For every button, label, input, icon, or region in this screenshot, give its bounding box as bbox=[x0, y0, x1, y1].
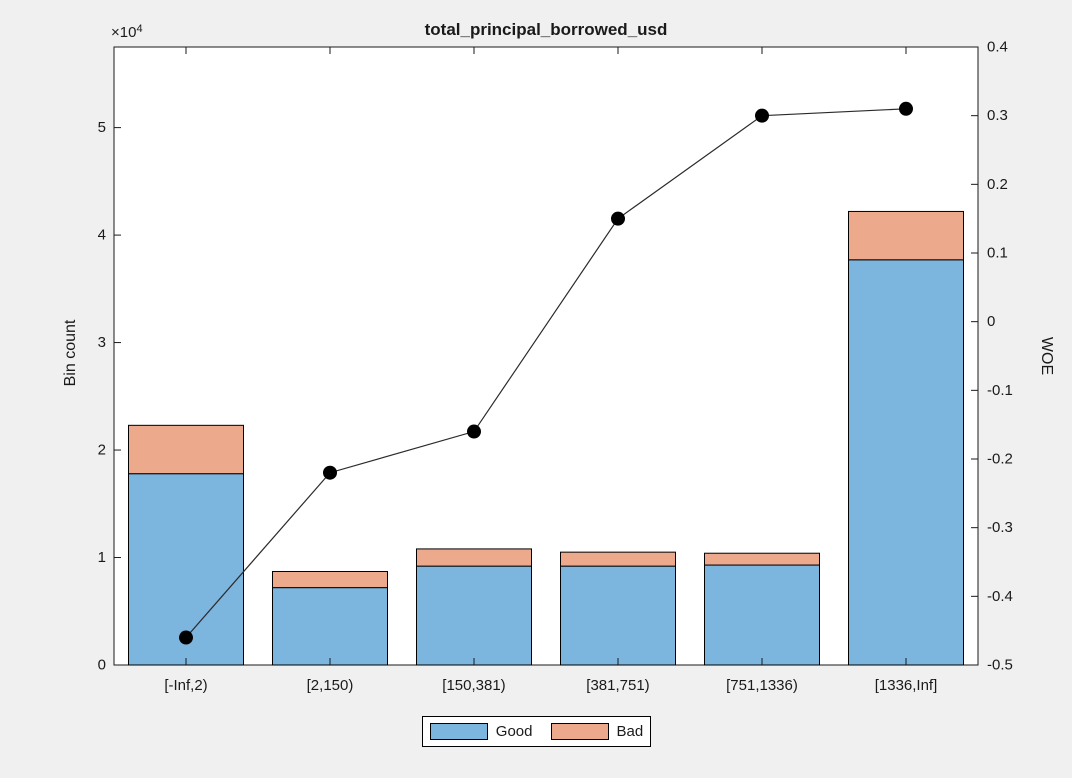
right-tick-label-3: 0.1 bbox=[987, 245, 1008, 262]
right-tick-label-4: 0 bbox=[987, 313, 995, 330]
bar-good-3 bbox=[560, 565, 676, 666]
right-tick-label-1: 0.3 bbox=[987, 107, 1008, 124]
left-tick-label-2: 2 bbox=[98, 442, 106, 459]
x-tick-label-2: [150,381) bbox=[442, 677, 505, 694]
legend-item-bad: Bad bbox=[550, 723, 644, 740]
left-tick-label-1: 1 bbox=[98, 549, 106, 566]
legend: Good Bad bbox=[422, 716, 651, 747]
chart-title: total_principal_borrowed_usd bbox=[424, 20, 668, 39]
bar-good-1 bbox=[272, 587, 388, 666]
right-tick-label-8: -0.4 bbox=[987, 588, 1013, 605]
right-tick-label-6: -0.2 bbox=[987, 451, 1013, 468]
left-tick-label-5: 5 bbox=[98, 119, 106, 136]
left-axis-label: Bin count bbox=[62, 319, 79, 387]
bar-bad-2 bbox=[416, 548, 532, 567]
right-tick-label-5: -0.1 bbox=[987, 382, 1013, 399]
x-tick-label-0: [-Inf,2) bbox=[164, 677, 207, 694]
x-tick-label-3: [381,751) bbox=[586, 677, 649, 694]
y-axis-multiplier: ×104 bbox=[111, 23, 143, 41]
bar-bad-0 bbox=[128, 424, 244, 475]
x-tick-label-5: [1336,Inf] bbox=[875, 677, 938, 694]
right-tick-label-0: 0.4 bbox=[987, 39, 1008, 56]
bar-bad-4 bbox=[704, 552, 820, 566]
woe-marker-5 bbox=[899, 101, 913, 116]
left-tick-label-0: 0 bbox=[98, 657, 106, 674]
bar-good-2 bbox=[416, 565, 532, 666]
woe-marker-1 bbox=[323, 465, 337, 480]
legend-swatch-bad bbox=[550, 723, 609, 740]
right-axis-label: WOE bbox=[1038, 336, 1055, 376]
bar-bad-5 bbox=[848, 210, 964, 261]
legend-item-good: Good bbox=[429, 723, 533, 740]
left-tick-label-4: 4 bbox=[98, 227, 106, 244]
left-tick-label-3: 3 bbox=[98, 334, 106, 351]
woe-marker-0 bbox=[179, 630, 193, 645]
right-tick-label-9: -0.5 bbox=[987, 657, 1013, 674]
woe-marker-4 bbox=[755, 108, 769, 123]
woe-marker-2 bbox=[467, 424, 481, 439]
woe-marker-3 bbox=[611, 211, 625, 226]
legend-label-good: Good bbox=[495, 723, 533, 740]
legend-label-bad: Bad bbox=[616, 723, 644, 740]
bar-good-5 bbox=[848, 259, 964, 666]
bar-bad-1 bbox=[272, 570, 388, 589]
right-tick-label-2: 0.2 bbox=[987, 176, 1008, 193]
bar-good-4 bbox=[704, 564, 820, 666]
x-tick-label-1: [2,150) bbox=[307, 677, 354, 694]
y-axis-multiplier-exponent: 4 bbox=[136, 23, 143, 35]
x-tick-label-4: [751,1336) bbox=[726, 677, 798, 694]
right-tick-label-7: -0.3 bbox=[987, 519, 1013, 536]
plot-area bbox=[113, 46, 979, 666]
y-axis-multiplier-base: ×10 bbox=[111, 24, 137, 41]
legend-swatch-good bbox=[429, 723, 488, 740]
woe-line bbox=[185, 108, 907, 638]
bar-bad-3 bbox=[560, 551, 676, 567]
